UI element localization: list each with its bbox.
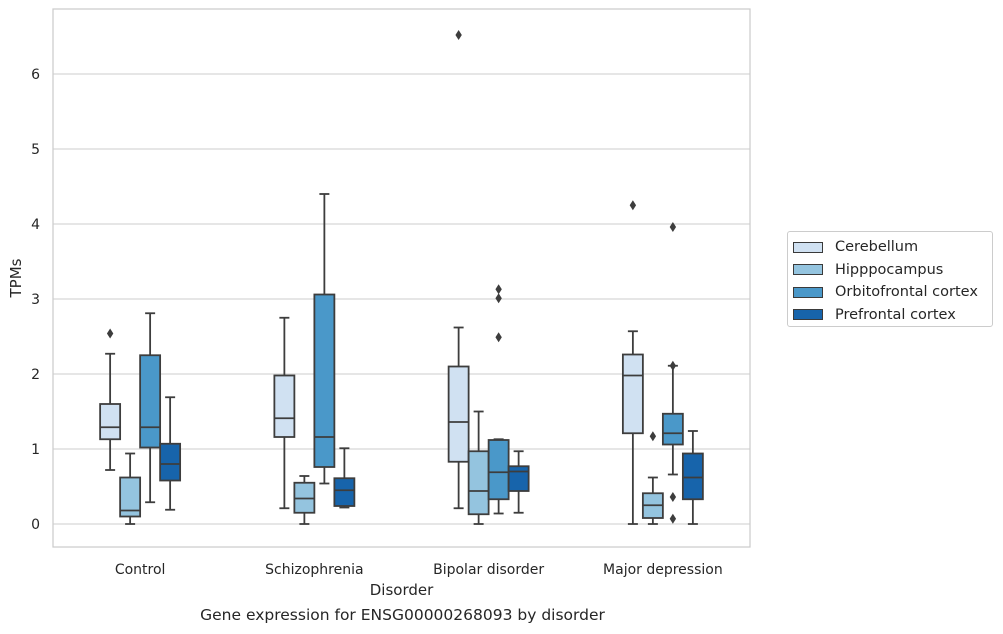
x-axis-label: Disorder: [370, 581, 434, 599]
gridlines: [53, 73, 750, 525]
legend-swatch: [793, 264, 823, 276]
legend-item-cerebellum: Cerebellum: [792, 236, 992, 259]
box-group: [621, 200, 644, 525]
y-tick-label: 0: [31, 517, 40, 533]
box-group: [487, 284, 510, 515]
y-tick-label: 4: [31, 217, 40, 233]
box-iqr: [313, 293, 336, 468]
outlier-point: [495, 284, 502, 295]
box-group: [273, 316, 296, 510]
box-group: [139, 312, 162, 504]
x-tick-label: Schizophrenia: [265, 562, 363, 578]
legend-swatch: [793, 286, 823, 298]
box-series-layer: [99, 30, 704, 525]
box-group: [681, 430, 704, 525]
x-tick-label: Bipolar disorder: [433, 562, 544, 578]
outlier-point: [495, 293, 502, 304]
box-group: [507, 450, 530, 514]
legend-label: Orbitofrontal cortex: [835, 284, 978, 301]
x-tick-label: Control: [115, 562, 166, 578]
outlier-point: [669, 222, 677, 232]
box-group: [313, 193, 336, 485]
x-tick-label: Major depression: [603, 562, 723, 578]
legend-swatch: [793, 309, 823, 321]
legend-item-prefrontal-cortex: Prefrontal cortex: [792, 304, 992, 327]
box-iqr: [447, 365, 470, 463]
outlier-point: [629, 200, 637, 211]
legend-label: Hipppocampus: [835, 261, 944, 278]
box-iqr: [119, 476, 142, 518]
box-group: [641, 431, 664, 525]
box-group: [661, 222, 684, 524]
box-iqr: [507, 465, 530, 492]
box-iqr: [467, 450, 490, 516]
box-iqr: [681, 452, 704, 501]
box-iqr: [661, 412, 684, 446]
box-iqr: [487, 439, 510, 501]
box-iqr: [159, 442, 182, 482]
legend-item-orbitofrontal-cortex: Orbitofrontal cortex: [792, 281, 992, 304]
y-tick-labels: 0 1 2 3 4 5 6: [31, 67, 40, 533]
x-tick-labels: Control Schizophrenia Bipolar disorder Majo…: [115, 562, 723, 578]
box-group: [119, 452, 142, 525]
box-group: [293, 475, 316, 525]
y-tick-label: 3: [31, 292, 40, 308]
box-group: [467, 410, 490, 525]
y-axis-label: TPMs: [7, 258, 25, 298]
box-iqr: [139, 354, 162, 449]
box-group: [99, 328, 122, 471]
box-group: [333, 447, 356, 509]
outlier-point: [669, 360, 677, 371]
legend-label: Prefrontal cortex: [835, 306, 956, 323]
outlier-point: [649, 431, 657, 442]
legend-label: Cerebellum: [835, 239, 919, 256]
outlier-point: [106, 328, 114, 339]
box-group: [447, 30, 470, 510]
box-iqr: [99, 403, 122, 441]
y-tick-label: 2: [31, 367, 40, 383]
outlier-point: [669, 513, 677, 524]
legend-item-hippocampus: Hipppocampus: [792, 259, 992, 282]
box-iqr: [273, 374, 296, 438]
outlier-point: [495, 332, 502, 343]
box-iqr: [333, 477, 356, 507]
y-tick-label: 6: [31, 67, 40, 83]
legend: Cerebellum Hipppocampus Orbitofrontal co…: [787, 231, 993, 327]
y-tick-label: 5: [31, 142, 40, 158]
box-group: [159, 396, 182, 511]
outlier-point: [669, 492, 677, 502]
outlier-point: [455, 30, 462, 40]
legend-swatch: [793, 241, 823, 253]
plot-frame: [52, 8, 751, 548]
chart-caption: Gene expression for ENSG00000268093 by d…: [200, 606, 605, 624]
box-iqr: [621, 353, 644, 435]
y-tick-label: 1: [31, 442, 40, 458]
